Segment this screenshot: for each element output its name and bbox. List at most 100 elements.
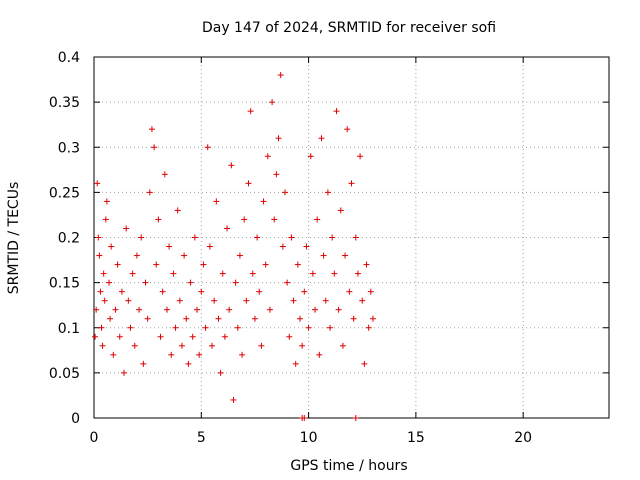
data-point [352, 234, 359, 241]
data-points [92, 72, 376, 421]
data-point [324, 189, 331, 196]
data-point [318, 135, 325, 142]
data-point [131, 342, 138, 349]
x-tick-label: 20 [514, 430, 532, 446]
data-point [151, 144, 158, 151]
data-point [217, 369, 224, 376]
data-point [344, 126, 351, 133]
data-point [292, 360, 299, 367]
y-tick-label: 0.05 [49, 366, 80, 382]
plot-area [93, 56, 610, 419]
data-point [262, 261, 269, 268]
data-point [95, 234, 102, 241]
data-point [226, 306, 233, 313]
data-point [236, 252, 243, 259]
data-point [264, 153, 271, 160]
data-point [342, 252, 349, 259]
data-point [92, 333, 99, 340]
data-point [194, 306, 200, 313]
data-point [348, 180, 355, 187]
data-point [98, 324, 105, 331]
data-point [102, 216, 109, 223]
data-point [110, 351, 117, 358]
data-point [140, 360, 147, 367]
data-point [239, 351, 246, 358]
data-point [279, 243, 286, 250]
data-point [183, 315, 190, 322]
data-point [352, 415, 359, 421]
data-point [204, 144, 211, 151]
data-point [301, 288, 308, 295]
data-point [337, 207, 344, 214]
data-point [181, 252, 188, 259]
data-point [172, 324, 179, 331]
data-point [245, 180, 252, 187]
y-tick-label: 0 [71, 411, 80, 427]
data-point [108, 243, 115, 250]
data-point [361, 360, 368, 367]
data-point [333, 108, 340, 115]
data-point [138, 234, 145, 241]
data-point [127, 324, 134, 331]
data-point [200, 261, 207, 268]
data-point [251, 315, 258, 322]
data-point [241, 216, 248, 223]
x-axis-label: GPS time / hours [290, 458, 407, 474]
data-point [215, 315, 222, 322]
y-axis-label: SRMTID / TECUs [6, 182, 22, 295]
data-point [166, 243, 173, 250]
data-point [258, 342, 265, 349]
data-point [168, 351, 175, 358]
data-point [271, 216, 278, 223]
data-point [254, 234, 261, 241]
grid [94, 57, 609, 418]
data-point [153, 261, 160, 268]
data-point [243, 297, 250, 304]
data-point [277, 72, 284, 79]
data-point [96, 252, 103, 259]
data-point [305, 324, 312, 331]
data-point [312, 306, 319, 313]
data-point [178, 342, 185, 349]
data-point [116, 333, 123, 340]
data-point [157, 333, 164, 340]
data-point [269, 99, 276, 106]
data-point [247, 108, 254, 115]
data-point [176, 297, 183, 304]
data-point [106, 279, 113, 286]
data-point [266, 306, 273, 313]
data-point [359, 297, 366, 304]
data-point [228, 162, 235, 169]
data-point [99, 342, 106, 349]
data-point [161, 171, 168, 178]
data-point [367, 288, 374, 295]
data-point [286, 333, 293, 340]
data-point [142, 279, 149, 286]
data-point [331, 270, 338, 277]
data-point [320, 252, 327, 259]
data-point [294, 261, 301, 268]
data-point [155, 216, 162, 223]
data-point [297, 315, 303, 322]
y-tick-label: 0.25 [49, 185, 80, 201]
data-point [174, 207, 181, 214]
data-point [224, 225, 231, 232]
data-point [148, 126, 155, 133]
data-point [221, 333, 228, 340]
data-point [97, 288, 104, 295]
data-point [170, 270, 177, 277]
data-point [249, 270, 256, 277]
x-tick-label: 10 [300, 430, 318, 446]
y-tick-label: 0.1 [58, 321, 80, 337]
data-point [136, 306, 143, 313]
data-point [196, 351, 203, 358]
data-point [206, 243, 213, 250]
data-point [114, 261, 121, 268]
data-point [123, 225, 130, 232]
data-point [273, 171, 280, 178]
data-point [133, 252, 140, 259]
data-point [202, 324, 209, 331]
data-point [329, 234, 336, 241]
data-point [189, 333, 196, 340]
